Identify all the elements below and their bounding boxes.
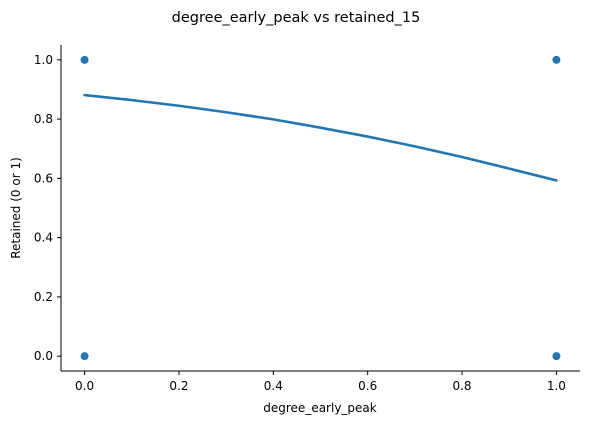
data-point: [80, 352, 89, 361]
y-axis-label: Retained (0 or 1): [9, 157, 23, 259]
data-point: [552, 55, 561, 64]
y-axis-ticks: 0.0 0.2 0.4 0.6 0.8 1.0: [34, 53, 61, 363]
y-tick-label: 0.2: [34, 290, 53, 304]
logistic-fit-line: [83, 93, 558, 182]
x-tick-label: 0.4: [264, 379, 283, 393]
x-tick-label: 1.0: [547, 379, 566, 393]
x-axis-label: degree_early_peak: [263, 401, 377, 415]
data-point: [80, 55, 89, 64]
x-tick-label: 0.8: [452, 379, 471, 393]
x-axis-ticks: 0.0 0.2 0.4 0.6 0.8 1.0: [75, 371, 566, 393]
y-tick-label: 0.0: [34, 349, 53, 363]
y-tick-label: 0.6: [34, 171, 53, 185]
x-tick-label: 0.6: [358, 379, 377, 393]
y-tick-label: 0.4: [34, 231, 53, 245]
data-point: [552, 352, 561, 361]
chart-title: degree_early_peak vs retained_15: [172, 10, 421, 26]
x-tick-label: 0.2: [169, 379, 188, 393]
y-tick-label: 1.0: [34, 53, 53, 67]
scatter-points: [80, 55, 561, 361]
x-tick-label: 0.0: [75, 379, 94, 393]
y-tick-label: 0.8: [34, 112, 53, 126]
axes-spines: [60, 45, 580, 372]
